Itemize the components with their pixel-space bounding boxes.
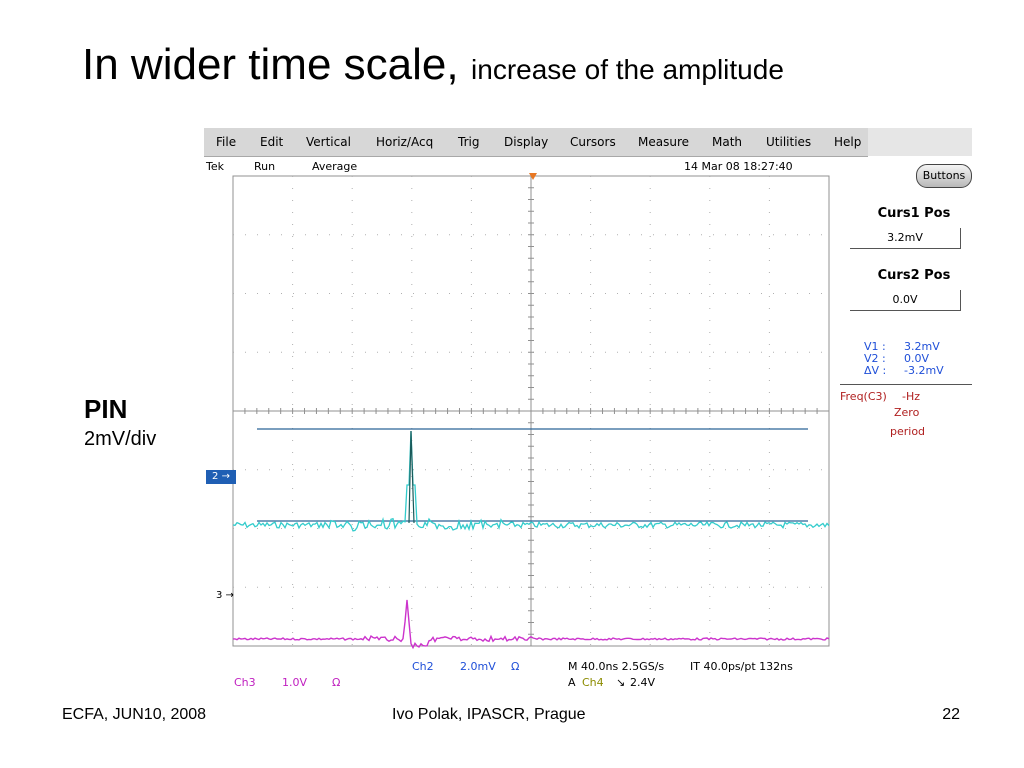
- ch3-impedance: Ω: [332, 676, 341, 689]
- menu-edit[interactable]: Edit: [260, 135, 284, 149]
- waveform-display[interactable]: [204, 172, 840, 650]
- footer-event: ECFA, JUN10, 2008: [62, 706, 207, 723]
- interpolation-readout: IT 40.0ps/pt 132ns: [690, 660, 793, 673]
- menu-display[interactable]: Display: [504, 135, 549, 149]
- trigger-slope-icon: ↘: [616, 676, 626, 689]
- datetime-label: 14 Mar 08 18:27:40: [684, 160, 793, 173]
- ch3-scale: 1.0V: [282, 676, 308, 689]
- curs2-position-field[interactable]: 0.0V: [850, 290, 961, 311]
- trigger-a-label: A: [568, 676, 576, 689]
- freq-label: Freq(C3): [840, 390, 887, 403]
- buttons-toggle-button[interactable]: Buttons: [916, 164, 972, 188]
- menu-file[interactable]: File: [216, 135, 237, 149]
- curs2-title: Curs2 Pos: [877, 268, 951, 283]
- freq-note-zero: Zero: [894, 406, 920, 419]
- menu-horiz-acq[interactable]: Horiz/Acq: [376, 135, 434, 149]
- ch3-trace: [233, 599, 830, 650]
- slide-number: 22: [942, 706, 960, 723]
- title-main: In wider time scale,: [82, 40, 459, 89]
- menu-trig[interactable]: Trig: [458, 135, 480, 149]
- readout-v1: V1 :3.2mV: [864, 340, 940, 353]
- pin-label: PIN: [84, 394, 128, 424]
- ch2-spike: [408, 430, 415, 524]
- ch2-ground-marker[interactable]: 2 →: [206, 470, 236, 484]
- timebase-readout: M 40.0ns 2.5GS/s: [568, 660, 665, 673]
- menu-utilities[interactable]: Utilities: [766, 135, 812, 149]
- freq-value: -Hz: [902, 390, 921, 403]
- ch2-scale: 2.0mV: [460, 660, 496, 673]
- ch2-marker-label: 2: [212, 471, 219, 482]
- menu-math[interactable]: Math: [712, 135, 743, 149]
- readout-v2: V2 :0.0V: [864, 352, 930, 365]
- title-sub: increase of the amplitude: [471, 54, 784, 85]
- ch2-name: Ch2: [412, 660, 434, 673]
- trigger-level: 2.4V: [630, 676, 656, 689]
- menu-vertical[interactable]: Vertical: [306, 135, 351, 149]
- trigger-source: Ch4: [582, 676, 604, 689]
- brand-label: Tek: [206, 160, 224, 173]
- oscilloscope-window: File Edit Vertical Horiz/Acq Trig Displa…: [204, 128, 972, 690]
- graticule-grid: [232, 175, 830, 647]
- ch2-impedance: Ω: [511, 660, 520, 673]
- freq-note-period: period: [890, 425, 926, 438]
- acquisition-mode: Average: [312, 160, 358, 173]
- menu-cursors[interactable]: Cursors: [570, 135, 616, 149]
- trigger-position-icon: [529, 173, 537, 180]
- menu-help[interactable]: Help: [834, 135, 862, 149]
- footer-author: Ivo Polak, IPASCR, Prague: [392, 706, 586, 723]
- ch3-ground-marker[interactable]: 3 →: [216, 590, 234, 601]
- ch3-name: Ch3: [234, 676, 256, 689]
- trace-layer: [232, 428, 830, 650]
- ch3-marker-label: 3: [216, 590, 223, 601]
- menu-measure[interactable]: Measure: [638, 135, 689, 149]
- menu-bar-spacer: [868, 128, 972, 156]
- cursor-panel: Buttons Curs1 Pos 3.2mV Curs2 Pos 0.0V V…: [840, 156, 972, 690]
- curs1-title: Curs1 Pos: [877, 206, 951, 221]
- panel-divider: [840, 384, 972, 385]
- run-status: Run: [254, 160, 276, 173]
- ch2-trace: [232, 430, 830, 532]
- curs1-position-field[interactable]: 3.2mV: [850, 228, 961, 249]
- slide-title: In wider time scale, increase of the amp…: [82, 40, 784, 90]
- menu-bar: File Edit Vertical Horiz/Acq Trig Displa…: [204, 128, 868, 157]
- pin-scale: 2mV/div: [84, 428, 157, 450]
- readout-delta-v: ΔV : -3.2mV: [864, 364, 944, 377]
